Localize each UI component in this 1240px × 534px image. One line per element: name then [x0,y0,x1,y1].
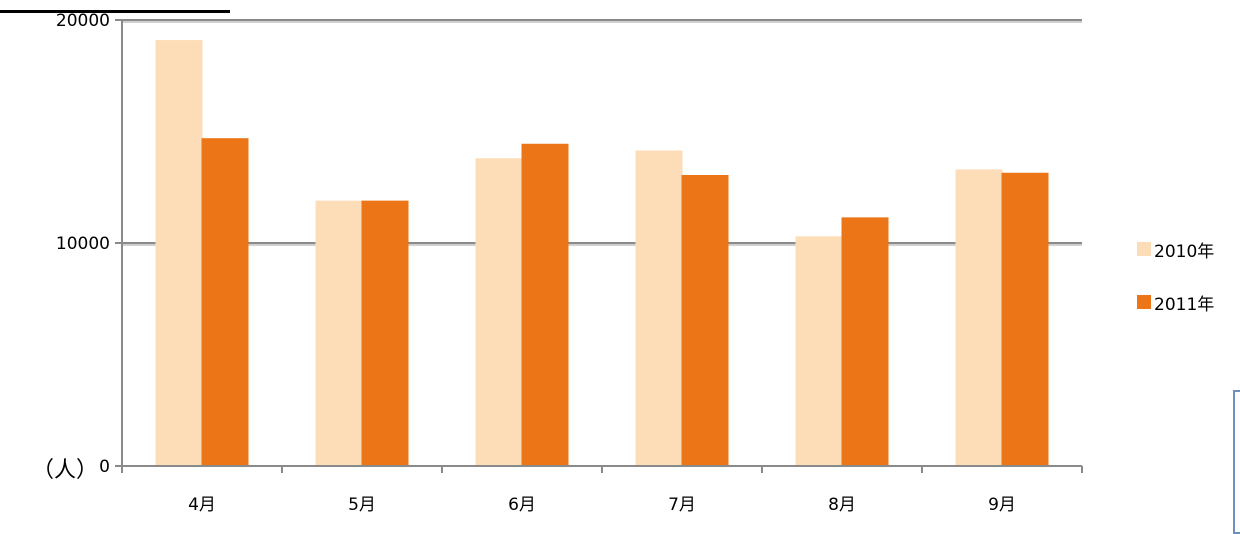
legend-label-2010: 2010年 [1154,241,1215,262]
bar-2010年-9月 [955,169,1003,466]
bar-2010年-6月 [475,158,523,466]
legend-swatch-2010 [1137,242,1151,256]
x-tick-label-3: 7月 [668,495,696,515]
bar-2010年-5月 [315,200,363,466]
bar-2011年-9月 [1001,172,1049,466]
legend: 2010年 2011年 [1137,234,1214,340]
bar-chart: 0 10000 20000 4月 5月 6月 7月 8月 9月 [56,11,1083,515]
bar-2010年-8月 [795,236,843,466]
chart-title-fragment [0,0,230,13]
y-tick-labels: 0 10000 20000 [56,11,110,477]
x-tick-label-5: 9月 [988,495,1016,515]
y-tick-label-2: 20000 [56,11,110,31]
x-tick-label-0: 4月 [188,495,216,515]
legend-label-2011: 2011年 [1154,294,1215,315]
bar-2011年-7月 [681,174,729,467]
y-tick-label-1: 10000 [56,234,110,254]
bar-2010年-4月 [155,40,203,466]
legend-item-2010: 2010年 [1137,234,1214,264]
x-tick-label-2: 6月 [508,495,536,515]
legend-item-2011: 2011年 [1137,287,1214,317]
x-tick-label-4: 8月 [828,495,856,515]
bar-2011年-6月 [521,143,569,466]
callout-box-fragment [1233,390,1240,534]
gridlines [122,19,1082,246]
x-tick-labels: 4月 5月 6月 7月 8月 9月 [188,495,1016,515]
bar-2011年-8月 [841,217,889,466]
legend-swatch-2011 [1137,295,1151,309]
bar-2010年-7月 [635,150,683,466]
bar-2011年-5月 [361,200,409,466]
y-axis-unit-label: （人） [32,458,99,483]
bar-2011年-4月 [201,138,249,466]
bars [155,40,1049,467]
x-tick-label-1: 5月 [348,495,376,515]
y-tick-label-0: 0 [99,457,110,477]
axes [115,19,1083,473]
